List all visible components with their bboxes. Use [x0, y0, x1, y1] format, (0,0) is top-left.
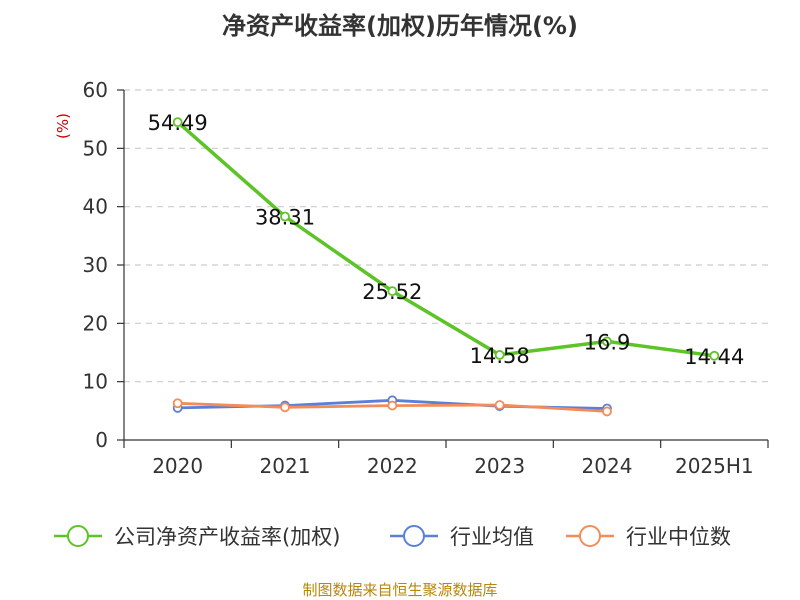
x-tick-label: 2023 — [474, 454, 525, 478]
x-tick-label: 2025H1 — [675, 454, 754, 478]
axes: 0 10 20 30 40 50 60 (%) 2020 2021 2022 2023 2024 2025… — [54, 78, 769, 478]
y-axis-unit-label: (%) — [54, 113, 72, 139]
series-layer — [172, 117, 720, 417]
data-label: 14.44 — [684, 345, 744, 369]
series-point — [280, 402, 290, 413]
data-label: 16.9 — [584, 330, 631, 354]
data-label: 25.52 — [362, 280, 422, 304]
y-tick-label: 20 — [83, 311, 108, 335]
series-point — [494, 350, 505, 360]
legend-label: 行业均值 — [450, 525, 534, 549]
source-note: 制图数据来自恒生聚源数据库 — [302, 581, 498, 599]
data-labels: 54.49 38.31 25.52 14.58 16.9 14.44 — [148, 111, 745, 369]
series-point — [387, 400, 398, 411]
y-tick-label: 0 — [95, 428, 108, 452]
data-label: 38.31 — [255, 206, 315, 230]
y-tick-label: 10 — [83, 370, 108, 394]
legend-marker — [579, 525, 601, 547]
grid-lines — [124, 89, 768, 383]
series-point — [387, 286, 398, 297]
x-tick-label: 2020 — [152, 454, 203, 478]
series-point — [280, 211, 290, 222]
series-point — [602, 406, 612, 417]
x-tick-label: 2022 — [367, 454, 418, 478]
legend: 公司净资产收益率(加权) 行业均值 行业中位数 — [54, 525, 731, 549]
series-point — [494, 400, 505, 410]
y-tick-label: 50 — [83, 136, 108, 160]
x-tick-label: 2021 — [260, 454, 311, 478]
data-label: 14.58 — [470, 344, 530, 368]
series-line — [176, 120, 715, 358]
series-point — [602, 336, 612, 347]
data-label: 54.49 — [148, 111, 208, 135]
y-tick-label: 40 — [83, 195, 108, 219]
y-tick-label: 60 — [83, 78, 108, 102]
chart-title: 净资产收益率(加权)历年情况(%) — [222, 12, 578, 40]
legend-label: 行业中位数 — [626, 525, 731, 549]
legend-marker — [403, 525, 425, 547]
series-point — [172, 398, 183, 409]
series-point — [709, 350, 720, 361]
series-point — [172, 117, 183, 128]
x-tick-label: 2024 — [582, 454, 633, 478]
y-tick-label: 30 — [83, 253, 108, 277]
legend-marker — [67, 525, 89, 547]
legend-label: 公司净资产收益率(加权) — [114, 525, 340, 549]
